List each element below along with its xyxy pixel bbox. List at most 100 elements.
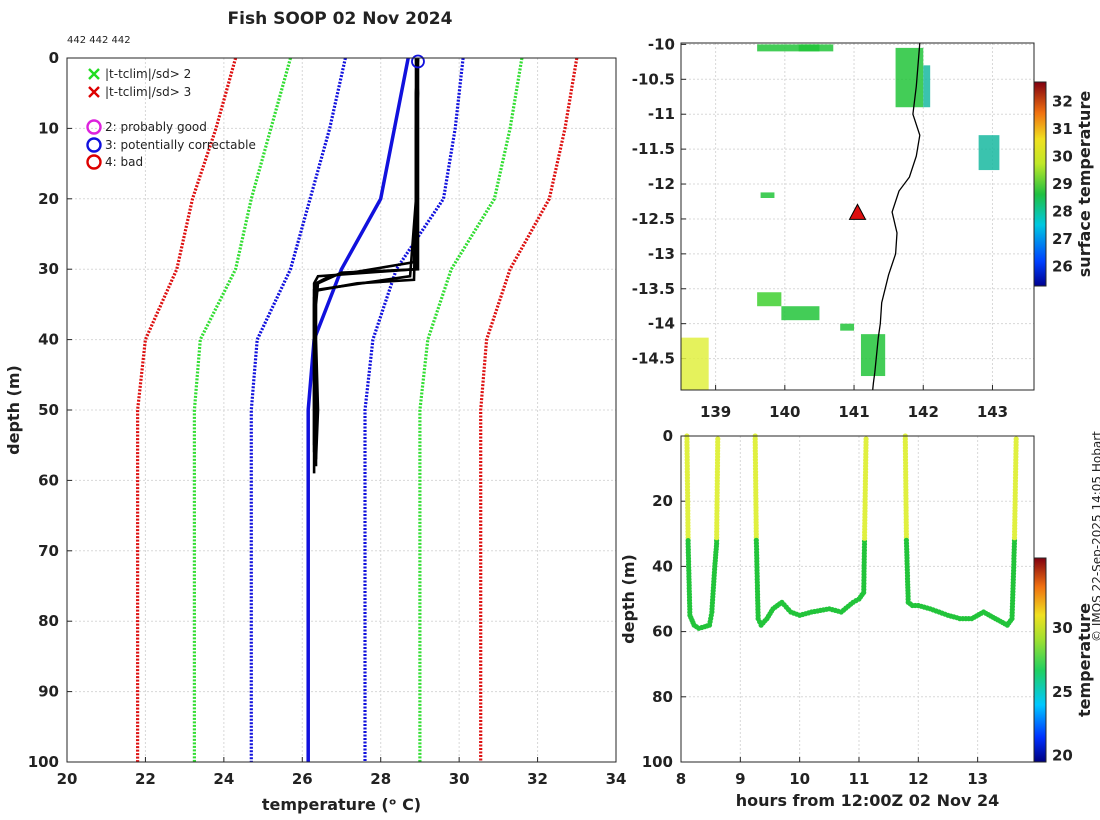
figure-title: Fish SOOP 02 Nov 2024 — [227, 9, 453, 29]
profile-ids: 442 442 442 — [67, 35, 131, 46]
climatology-line — [192, 57, 293, 762]
time-xtick-label: 8 — [676, 770, 686, 788]
sst-patch — [681, 337, 709, 390]
sst-colorbar-tick: 30 — [1052, 147, 1073, 165]
map-ytick-label: -12 — [648, 175, 675, 193]
sst-colorbar-tick: 26 — [1052, 258, 1073, 276]
sst-patch — [860, 334, 886, 377]
time-xtick-label: 9 — [735, 770, 745, 788]
profile-ytick-label: 30 — [38, 260, 59, 278]
temperature-profile-panel: 20 22 24 26 28 30 32 34 0 10 20 30 40 50 60 70 80 90 100 te… — [4, 49, 626, 814]
profile-xlabel: temperature (ᵒ C) — [262, 795, 421, 814]
profile-xtick-label: 30 — [449, 770, 470, 788]
map-xtick-label: 140 — [769, 403, 800, 421]
legend-label: |t-tclim|/sd> 2 — [105, 67, 191, 81]
time-ytick-label: 60 — [652, 623, 673, 641]
legend-x-marker — [88, 86, 100, 98]
time-ytick-label: 40 — [652, 557, 673, 575]
map-ytick-label: -13.5 — [632, 280, 675, 298]
profile-xtick-label: 26 — [292, 770, 313, 788]
sst-colorbar — [1033, 81, 1047, 287]
time-xlabel: hours from 12:00Z 02 Nov 24 — [736, 791, 999, 810]
station-marker — [848, 203, 867, 220]
profile-ytick-label: 10 — [38, 119, 59, 137]
profile-axes-frame — [66, 57, 617, 763]
climatology-line — [479, 57, 579, 762]
sst-map-panel: 139 140 141 142 143 -10 -10.5 -11 -11.5 -12 -12.5 -… — [632, 35, 1094, 421]
sst-colorbar-label: surface temperature — [1075, 91, 1094, 278]
time-ytick-label: 80 — [652, 688, 673, 706]
map-ytick-label: -12.5 — [632, 210, 675, 228]
sst-colorbar-tick: 31 — [1052, 120, 1073, 138]
profile-ytick-label: 80 — [38, 612, 59, 630]
sst-patch — [923, 65, 931, 108]
climatology-line — [363, 57, 465, 762]
temperature-profile-line — [312, 57, 420, 446]
legend-label: |t-tclim|/sd> 3 — [105, 85, 191, 99]
map-ytick-label: -11 — [648, 105, 675, 123]
time-ytick-label: 0 — [663, 427, 673, 445]
profile-xtick-label: 24 — [213, 770, 234, 788]
legend-circle-marker — [86, 119, 102, 135]
climatology-line — [418, 57, 524, 762]
profile-ytick-label: 90 — [38, 683, 59, 701]
map-xtick-label: 139 — [700, 403, 731, 421]
sst-patch — [760, 192, 775, 198]
temp-colorbar-label: temperature — [1075, 603, 1094, 717]
profile-xtick-label: 20 — [57, 770, 78, 788]
sst-patch — [798, 44, 834, 52]
legend-circle-marker — [86, 154, 102, 170]
depth-sample-point — [863, 436, 869, 442]
profile-ytick-label: 0 — [49, 49, 59, 67]
climatology-line — [136, 57, 238, 762]
sst-patch — [978, 135, 1000, 171]
profile-xtick-label: 32 — [527, 770, 548, 788]
depth-time-panel: 8 9 10 11 12 13 0 20 40 60 80 100 hours from 12:00Z … — [619, 427, 1094, 810]
temp-colorbar — [1033, 557, 1047, 763]
profile-ylabel: depth (m) — [4, 365, 23, 455]
temperature-profile-line — [314, 58, 420, 460]
temp-colorbar-tick: 25 — [1052, 683, 1073, 701]
legend-x-marker — [88, 68, 100, 80]
climatology-mean-line — [306, 57, 410, 762]
map-xtick-label: 143 — [977, 403, 1008, 421]
profile-xtick-label: 22 — [135, 770, 156, 788]
time-xtick-label: 12 — [908, 770, 929, 788]
map-ytick-label: -11.5 — [632, 140, 675, 158]
profile-ytick-label: 20 — [38, 190, 59, 208]
time-ytick-label: 20 — [652, 492, 673, 510]
profile-xtick-label: 34 — [606, 770, 627, 788]
legend-label: 3: potentially correctable — [105, 138, 256, 152]
map-ytick-label: -14.5 — [632, 350, 675, 368]
sst-patch — [757, 292, 782, 307]
map-ytick-label: -10.5 — [632, 70, 675, 88]
map-ytick-label: -14 — [648, 315, 675, 333]
map-xtick-label: 142 — [908, 403, 939, 421]
sst-colorbar-tick: 32 — [1052, 92, 1073, 110]
profile-ytick-label: 50 — [38, 401, 59, 419]
profile-ytick-label: 60 — [38, 471, 59, 489]
profile-ytick-label: 100 — [28, 753, 59, 771]
legend: |t-tclim|/sd> 2 |t-tclim|/sd> 3 2: probabl… — [86, 67, 256, 170]
time-ytick-label: 100 — [642, 753, 673, 771]
map-ytick-label: -10 — [648, 35, 675, 53]
time-ylabel: depth (m) — [619, 554, 638, 644]
legend-label: 2: probably good — [105, 120, 207, 134]
time-xtick-label: 11 — [849, 770, 870, 788]
temp-colorbar-tick: 20 — [1052, 747, 1073, 765]
climatology-line — [249, 57, 347, 762]
temperature-profile-line — [312, 57, 420, 474]
profile-ytick-label: 40 — [38, 331, 59, 349]
map-ytick-label: -13 — [648, 245, 675, 263]
sst-colorbar-tick: 27 — [1052, 230, 1073, 248]
sst-colorbar-tick: 28 — [1052, 203, 1073, 221]
sst-patch — [840, 323, 855, 331]
time-xtick-label: 13 — [967, 770, 988, 788]
sst-colorbar-tick: 29 — [1052, 175, 1073, 193]
depth-sample-point — [715, 436, 721, 442]
sst-patch — [757, 44, 820, 52]
profile-ytick-label: 70 — [38, 542, 59, 560]
legend-label: 4: bad — [105, 155, 143, 169]
